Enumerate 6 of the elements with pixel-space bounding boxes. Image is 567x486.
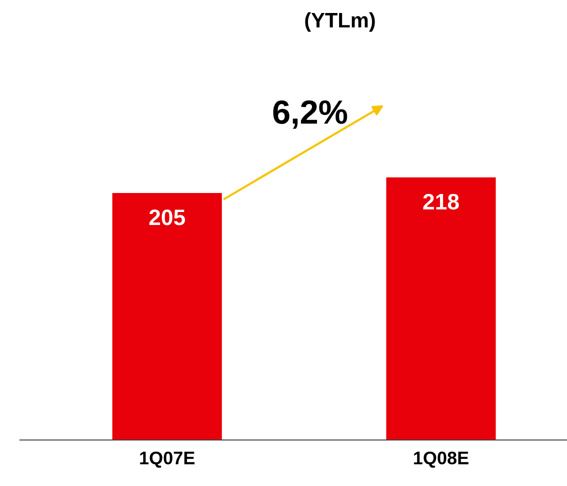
x-tick-label: 1Q07E (140, 452, 194, 468)
data-label: 218 (423, 194, 459, 210)
x-tick-label: 1Q08E (414, 452, 468, 468)
chart-title: (YTLm) (305, 12, 375, 32)
data-label: 205 (149, 209, 186, 226)
text: 6,2% (273, 100, 348, 129)
